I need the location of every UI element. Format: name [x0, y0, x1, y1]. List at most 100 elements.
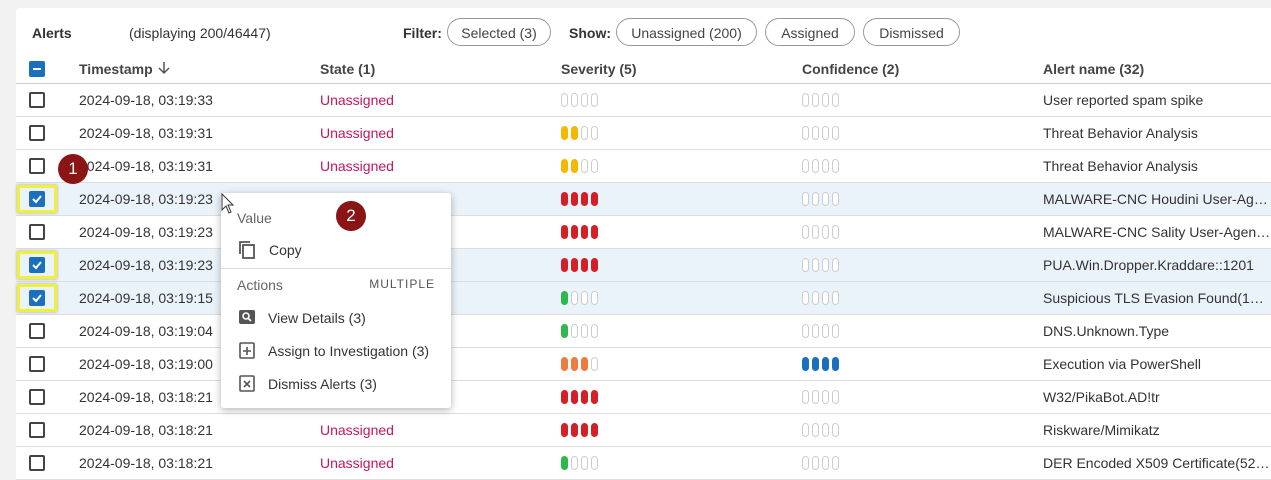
- state: Unassigned: [320, 158, 394, 174]
- level-pill: [802, 390, 809, 404]
- level-pill: [591, 291, 598, 305]
- level-pill: [822, 225, 829, 239]
- level-pill: [581, 423, 588, 437]
- severity: [561, 126, 601, 140]
- row-checkbox[interactable]: [29, 422, 45, 438]
- show-button[interactable]: Unassigned (200): [616, 18, 757, 46]
- level-pill: [832, 357, 839, 371]
- alert-name: MALWARE-CNC Sality User-Agen…: [1043, 224, 1271, 240]
- state: Unassigned: [320, 455, 394, 471]
- level-pill: [802, 126, 809, 140]
- level-pill: [812, 225, 819, 239]
- severity: [561, 192, 601, 206]
- table-row: [16, 315, 1271, 348]
- level-pill: [581, 93, 588, 107]
- level-pill: [832, 390, 839, 404]
- severity: [561, 258, 601, 272]
- severity: [561, 390, 601, 404]
- level-pill: [561, 258, 568, 272]
- level-pill: [832, 93, 839, 107]
- level-pill: [581, 159, 588, 173]
- row-checkbox[interactable]: [29, 323, 45, 339]
- row-checkbox[interactable]: [29, 92, 45, 108]
- severity: [561, 93, 601, 107]
- row-checkbox[interactable]: [29, 224, 45, 240]
- alert-name: PUA.Win.Dropper.Kraddare::1201: [1043, 257, 1254, 273]
- level-pill: [832, 291, 839, 305]
- level-pill: [832, 423, 839, 437]
- level-pill: [581, 192, 588, 206]
- timestamp: 2024-09-18, 03:18:21: [79, 389, 213, 405]
- level-pill: [591, 324, 598, 338]
- level-pill: [802, 225, 809, 239]
- row-checkbox[interactable]: [29, 125, 45, 141]
- severity: [561, 291, 601, 305]
- menu-item[interactable]: Assign to Investigation (3): [268, 343, 430, 359]
- header-rule: [16, 83, 1271, 84]
- table-row: [16, 150, 1271, 183]
- filter-button[interactable]: Selected (3): [447, 18, 551, 46]
- row-checkbox[interactable]: [29, 257, 45, 273]
- level-pill: [571, 225, 578, 239]
- level-pill: [591, 225, 598, 239]
- level-pill: [812, 423, 819, 437]
- level-pill: [591, 258, 598, 272]
- column-header: Confidence (2): [802, 61, 900, 77]
- column-header: Timestamp: [79, 61, 153, 77]
- cursor: [221, 193, 235, 214]
- row-checkbox[interactable]: [29, 290, 45, 306]
- level-pill: [832, 159, 839, 173]
- level-pill: [832, 126, 839, 140]
- level-pill: [591, 390, 598, 404]
- highlight-box: [17, 251, 57, 279]
- alert-name: Suspicious TLS Evasion Found(1…: [1043, 290, 1264, 306]
- timestamp: 2024-09-18, 03:19:31: [79, 158, 213, 174]
- confidence: [802, 93, 842, 107]
- level-pill: [571, 159, 578, 173]
- confidence: [802, 258, 842, 272]
- timestamp: 2024-09-18, 03:18:21: [79, 422, 213, 438]
- level-pill: [802, 456, 809, 470]
- show-button[interactable]: Assigned: [765, 18, 855, 46]
- alert-name: User reported spam spike: [1043, 92, 1204, 108]
- confidence: [802, 324, 842, 338]
- level-pill: [812, 126, 819, 140]
- menu-item[interactable]: View Details (3): [268, 310, 366, 326]
- timestamp: 2024-09-18, 03:19:23: [79, 257, 213, 273]
- row-checkbox[interactable]: [29, 389, 45, 405]
- level-pill: [571, 126, 578, 140]
- row-checkbox[interactable]: [29, 191, 45, 207]
- timestamp: 2024-09-18, 03:19:23: [79, 191, 213, 207]
- menu-item[interactable]: Copy: [269, 242, 302, 258]
- confidence: [802, 390, 842, 404]
- level-pill: [571, 93, 578, 107]
- row-checkbox[interactable]: [29, 158, 45, 174]
- level-pill: [802, 159, 809, 173]
- show-button[interactable]: Dismissed: [863, 18, 960, 46]
- row-checkbox[interactable]: [29, 455, 45, 471]
- level-pill: [591, 456, 598, 470]
- level-pill: [802, 357, 809, 371]
- level-pill: [561, 423, 568, 437]
- level-pill: [822, 423, 829, 437]
- timestamp: 2024-09-18, 03:19:00: [79, 356, 213, 372]
- callout: 1: [58, 154, 88, 184]
- column-header: Severity (5): [561, 61, 637, 77]
- level-pill: [812, 93, 819, 107]
- level-pill: [561, 126, 568, 140]
- confidence: [802, 423, 842, 437]
- severity: [561, 159, 601, 173]
- level-pill: [561, 390, 568, 404]
- table-row: [16, 414, 1271, 447]
- level-pill: [832, 258, 839, 272]
- severity: [561, 357, 601, 371]
- menu-item[interactable]: Dismiss Alerts (3): [268, 376, 377, 392]
- select-all[interactable]: [29, 61, 45, 77]
- table-row: [16, 216, 1271, 249]
- level-pill: [561, 159, 568, 173]
- level-pill: [571, 357, 578, 371]
- row-checkbox[interactable]: [29, 356, 45, 372]
- level-pill: [822, 357, 829, 371]
- severity: [561, 225, 601, 239]
